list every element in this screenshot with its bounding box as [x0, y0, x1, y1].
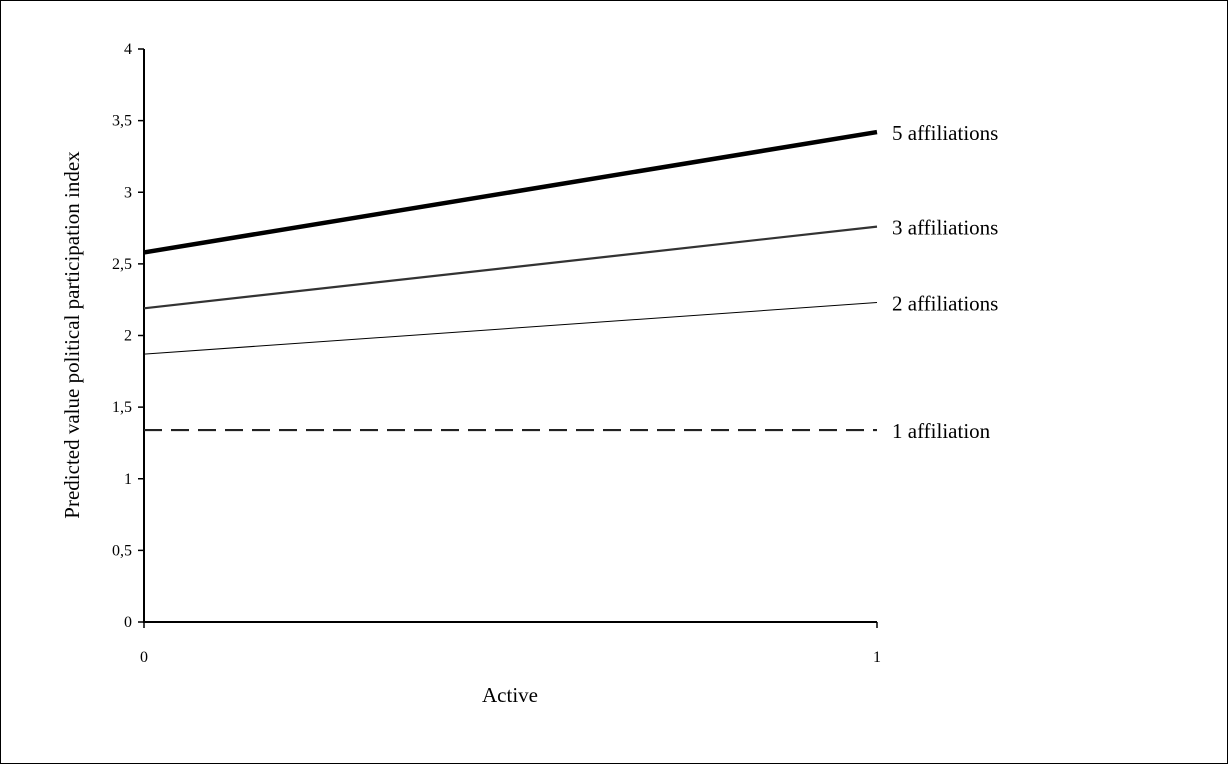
- series-label: 1 affiliation: [892, 419, 991, 443]
- x-tick-label: 1: [873, 649, 881, 666]
- y-axis-title: Predicted value political participation …: [60, 151, 84, 519]
- series-label: 3 affiliations: [892, 216, 998, 240]
- y-tick-label: 4: [124, 41, 132, 58]
- y-tick-label: 1: [124, 471, 132, 488]
- series-label: 2 affiliations: [892, 292, 998, 316]
- series-labels: 5 affiliations 3 affiliations 2 affiliatio…: [892, 121, 998, 443]
- y-ticks: 0 0,5 1 1,5 2 2,5 3 3,5 4: [112, 41, 144, 631]
- axes: [143, 49, 877, 623]
- y-tick-label: 0,5: [112, 542, 132, 559]
- series-line: [143, 225, 878, 310]
- y-tick-label: 1,5: [112, 399, 132, 416]
- series-line: [143, 129, 878, 255]
- y-tick-label: 2,5: [112, 256, 132, 273]
- series-line: [143, 302, 878, 355]
- x-axis-title: Active: [482, 683, 538, 707]
- y-tick-label: 3,5: [112, 113, 132, 130]
- y-tick-label: 2: [124, 328, 132, 345]
- y-tick-label: 0: [124, 614, 132, 631]
- series-lines: [143, 129, 878, 432]
- y-tick-label: 3: [124, 184, 132, 201]
- x-tick-label: 0: [140, 649, 148, 666]
- series-label: 5 affiliations: [892, 121, 998, 145]
